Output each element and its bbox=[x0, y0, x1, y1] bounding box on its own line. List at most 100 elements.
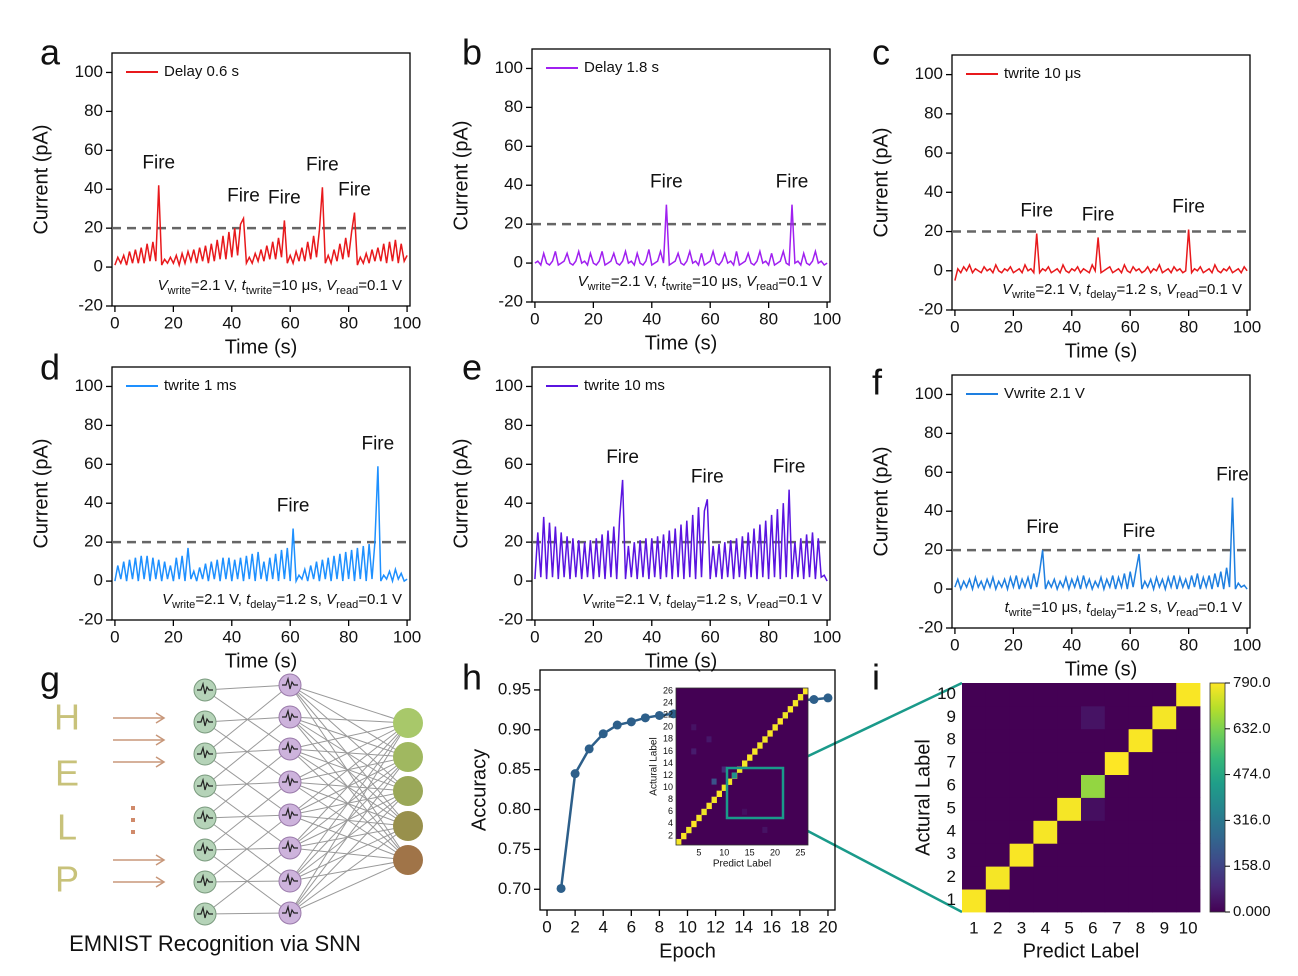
connection bbox=[289, 781, 409, 827]
y-tick-label: 9 bbox=[947, 707, 956, 726]
x-tick-label: 80 bbox=[759, 627, 778, 646]
y-tick-label: 0 bbox=[94, 571, 103, 590]
spike-glyph bbox=[197, 873, 213, 887]
inset-cell bbox=[681, 832, 687, 840]
plot-frame bbox=[531, 366, 831, 621]
heatmap-cell bbox=[1057, 751, 1082, 775]
x-tick-label: 20 bbox=[584, 627, 603, 646]
inset-cell bbox=[721, 766, 727, 773]
hidden-neuron bbox=[278, 901, 302, 925]
x-tick-label: 40 bbox=[1062, 317, 1081, 336]
condition-value: =1.2 s, bbox=[1117, 281, 1167, 298]
y-tick-label: 0 bbox=[934, 260, 943, 279]
y-tick-label: 80 bbox=[924, 423, 943, 442]
legend-label: Delay 1.8 s bbox=[584, 59, 659, 76]
point bbox=[654, 710, 664, 720]
heatmap-cell bbox=[1152, 866, 1177, 890]
series-line bbox=[954, 229, 1248, 281]
y-tick-label: 0.85 bbox=[498, 759, 531, 778]
connection bbox=[289, 825, 409, 882]
condition-symbol: V bbox=[162, 591, 174, 608]
heatmap-cell bbox=[1176, 866, 1201, 890]
heatmap-cell bbox=[1128, 683, 1153, 707]
annotation: Fire bbox=[361, 433, 394, 454]
y-tick-label: 40 bbox=[924, 501, 943, 520]
x-axis-label: Predict Label bbox=[1023, 940, 1140, 962]
heatmap-cell bbox=[1081, 797, 1106, 821]
input-neuron bbox=[193, 870, 217, 894]
condition-symbol: V bbox=[746, 273, 758, 290]
y-tick-label: 40 bbox=[924, 182, 943, 201]
connection bbox=[289, 859, 409, 914]
heatmap-cell bbox=[1081, 843, 1106, 867]
inset-y-tick-label: 12 bbox=[663, 770, 673, 780]
x-tick-label: 80 bbox=[759, 309, 778, 328]
y-tick-label: 80 bbox=[84, 101, 103, 120]
panel-letter: a bbox=[40, 32, 61, 73]
input-letter: H bbox=[54, 697, 80, 738]
connection bbox=[289, 722, 409, 882]
connection bbox=[289, 684, 409, 861]
hidden-neuron bbox=[278, 869, 302, 893]
heatmap-cell bbox=[1057, 797, 1082, 821]
colorbar-tick-label: 316.0 bbox=[1233, 811, 1271, 828]
condition-value: =1.2 s, bbox=[277, 591, 327, 608]
y-tick-label: 20 bbox=[504, 532, 523, 551]
x-tick-label: 8 bbox=[1136, 918, 1145, 937]
heatmap-cell bbox=[1128, 797, 1153, 821]
heatmap-cell bbox=[1033, 889, 1058, 913]
plot-frame bbox=[951, 54, 1251, 311]
x-tick-label: 60 bbox=[701, 627, 720, 646]
inset-y-tick-label: 14 bbox=[663, 758, 673, 768]
spike-glyph bbox=[282, 839, 298, 853]
heatmap-cell bbox=[1081, 683, 1106, 707]
condition-value: =0.1 V bbox=[778, 273, 822, 290]
connection bbox=[289, 825, 409, 849]
condition-value: =0.1 V bbox=[358, 591, 402, 608]
annotation: Fire bbox=[277, 496, 310, 517]
condition-subscript: read bbox=[756, 281, 778, 293]
x-tick-label: 14 bbox=[734, 917, 753, 936]
inset-cell bbox=[757, 742, 763, 749]
panel-letter: c bbox=[872, 32, 890, 73]
input-neuron bbox=[193, 806, 217, 830]
annotation: Fire bbox=[1026, 517, 1059, 538]
y-tick-label: 20 bbox=[504, 214, 523, 233]
heatmap-cell bbox=[1081, 889, 1106, 913]
heatmap-cell bbox=[962, 728, 987, 753]
heatmap-cell bbox=[1152, 797, 1177, 821]
condition-symbol: t bbox=[1086, 281, 1091, 298]
condition-value: =1.2 s, bbox=[697, 591, 747, 608]
connection bbox=[204, 716, 291, 787]
inset-cell bbox=[686, 826, 692, 834]
x-tick-label: 100 bbox=[813, 627, 841, 646]
output-neuron bbox=[393, 708, 423, 738]
spike-glyph bbox=[197, 809, 213, 823]
heatmap-cell bbox=[1009, 683, 1034, 707]
x-axis-label: Time (s) bbox=[1065, 340, 1138, 362]
y-axis-label: Actural Label bbox=[912, 739, 934, 856]
colorbar-tick-label: 632.0 bbox=[1233, 720, 1271, 737]
y-tick-label: 3 bbox=[947, 844, 956, 863]
y-tick-label: -20 bbox=[918, 617, 943, 636]
point bbox=[598, 729, 608, 739]
y-tick-label: -20 bbox=[498, 609, 523, 628]
panel-letter: i bbox=[872, 657, 880, 698]
heatmap-cell bbox=[1081, 866, 1106, 890]
x-tick-label: 40 bbox=[222, 627, 241, 646]
y-tick-label: 8 bbox=[947, 730, 956, 749]
condition-symbol: V bbox=[326, 277, 338, 294]
hidden-neuron bbox=[278, 705, 302, 729]
series-line bbox=[534, 204, 828, 267]
x-tick-label: 40 bbox=[222, 313, 241, 332]
inset-y-tick-label: 18 bbox=[663, 734, 673, 744]
output-neuron bbox=[393, 811, 423, 841]
input-letter: L bbox=[57, 807, 77, 848]
heatmap-cell bbox=[985, 797, 1010, 821]
heatmap-cell bbox=[1081, 705, 1106, 730]
heatmap-cell bbox=[985, 843, 1010, 867]
condition-symbol: V bbox=[1166, 281, 1178, 298]
colorbar-tick-label: 158.0 bbox=[1233, 857, 1271, 874]
heatmap-cell bbox=[1057, 705, 1082, 730]
point bbox=[556, 883, 566, 893]
